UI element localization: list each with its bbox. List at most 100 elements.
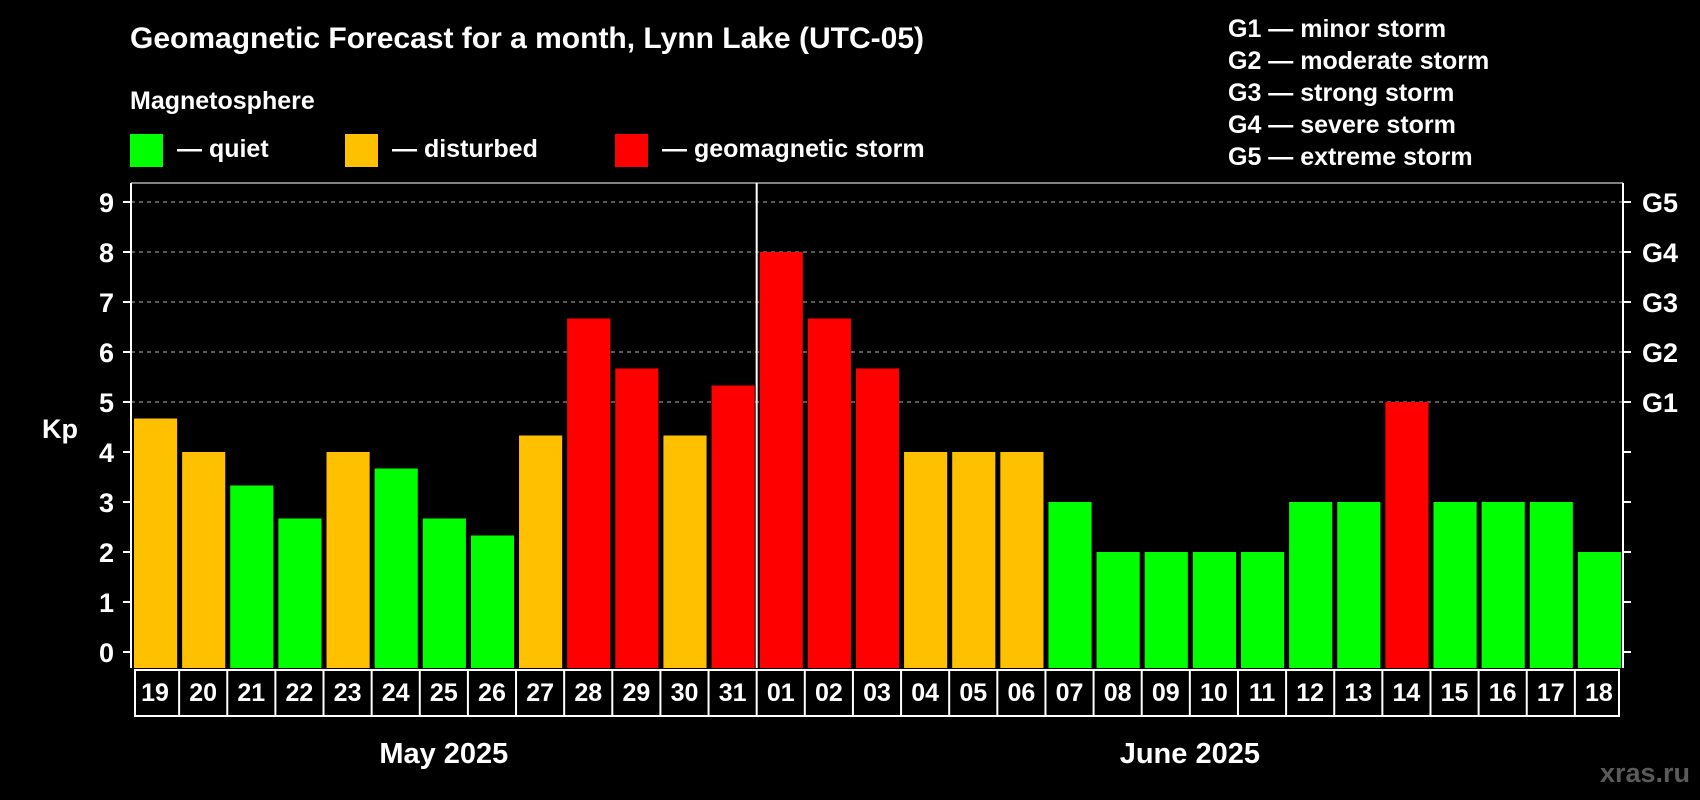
day-label-07: 07 (1056, 679, 1084, 707)
bar-28 (567, 318, 611, 668)
bar-16 (1481, 502, 1525, 668)
bar-21 (230, 485, 274, 668)
day-label-03: 03 (863, 679, 891, 707)
bar-10 (1192, 552, 1236, 668)
day-label-25: 25 (430, 679, 458, 707)
legend-swatch-2 (615, 134, 648, 167)
g-scale-labels: G1 G2 G3 G4 G5 (1642, 188, 1678, 418)
y-tick-label-4: 4 (99, 438, 114, 468)
day-label-06: 06 (1007, 679, 1035, 707)
bars (134, 252, 1621, 668)
day-label-23: 23 (334, 679, 362, 707)
y-tick-label-3: 3 (99, 488, 114, 518)
month-labels: May 2025 June 2025 (379, 738, 1260, 770)
legend-title: Magnetosphere (130, 87, 315, 115)
day-label-05: 05 (959, 679, 987, 707)
day-labels: 19 20 21 22 23 24 25 26 27 28 29 30 31 01 02 03 04 05 06 07… (134, 669, 1620, 717)
day-label-14: 14 (1393, 679, 1421, 707)
bar-08 (1096, 552, 1140, 668)
bar-20 (182, 452, 226, 668)
legend: — quiet — disturbed — geomagnetic storm (130, 134, 925, 167)
bar-30 (663, 435, 707, 668)
g-label-G2: G2 (1642, 338, 1678, 368)
storm-scale-item-0: G1 — minor storm (1228, 15, 1446, 43)
legend-label-0: — quiet (177, 135, 269, 163)
day-label-31: 31 (719, 679, 747, 707)
bar-13 (1337, 502, 1381, 668)
bar-11 (1240, 552, 1285, 668)
bar-05 (952, 452, 996, 668)
day-label-15: 15 (1441, 679, 1469, 707)
month-label-0: May 2025 (379, 738, 508, 770)
g-label-G1: G1 (1642, 388, 1678, 418)
day-label-27: 27 (526, 679, 554, 707)
bar-24 (374, 468, 418, 668)
g-label-G4: G4 (1642, 238, 1678, 268)
day-label-13: 13 (1344, 679, 1372, 707)
day-label-02: 02 (815, 679, 843, 707)
storm-scale-item-1: G2 — moderate storm (1228, 47, 1489, 75)
day-label-17: 17 (1537, 679, 1565, 707)
bar-09 (1144, 552, 1188, 668)
y-tick-label-7: 7 (99, 288, 114, 318)
bar-12 (1289, 502, 1333, 668)
y-tick-label-1: 1 (99, 588, 114, 618)
bar-14 (1385, 402, 1429, 668)
day-label-19: 19 (141, 679, 169, 707)
month-label-1: June 2025 (1120, 738, 1260, 770)
bar-26 (470, 535, 515, 668)
y-tick-label-9: 9 (99, 188, 114, 218)
bar-23 (326, 452, 370, 668)
day-label-20: 20 (189, 679, 217, 707)
chart-title: Geomagnetic Forecast for a month, Lynn L… (130, 22, 924, 55)
y-tick-label-2: 2 (99, 538, 114, 568)
storm-scale-item-4: G5 — extreme storm (1228, 143, 1473, 171)
bar-17 (1529, 502, 1573, 668)
g-label-G5: G5 (1642, 188, 1678, 218)
day-label-frame (134, 669, 1620, 717)
legend-label-1: — disturbed (392, 135, 538, 163)
day-label-21: 21 (237, 679, 265, 707)
day-label-30: 30 (671, 679, 699, 707)
day-label-22: 22 (286, 679, 314, 707)
bar-15 (1433, 502, 1477, 668)
bar-19 (134, 418, 178, 668)
bar-03 (855, 368, 900, 668)
bar-02 (807, 318, 851, 668)
storm-scale-item-2: G3 — strong storm (1228, 79, 1454, 107)
y-tick-label-0: 0 (99, 638, 114, 668)
legend-swatch-1 (345, 134, 378, 167)
day-label-12: 12 (1296, 679, 1324, 707)
storm-scale-item-3: G4 — severe storm (1228, 111, 1456, 139)
gridlines (131, 201, 1623, 403)
y-axis-title: Kp (42, 414, 78, 444)
day-label-04: 04 (911, 679, 939, 707)
bar-01 (759, 252, 803, 668)
storm-scale-legend: G1 — minor storm G2 — moderate storm G3 — … (1228, 15, 1489, 171)
bar-29 (615, 368, 659, 668)
bar-25 (422, 518, 466, 668)
bar-31 (711, 385, 755, 668)
bar-04 (904, 452, 948, 668)
bar-22 (278, 518, 322, 668)
legend-label-2: — geomagnetic storm (662, 135, 925, 163)
day-label-09: 09 (1152, 679, 1180, 707)
day-label-24: 24 (382, 679, 410, 707)
y-tick-label-6: 6 (99, 338, 114, 368)
day-label-28: 28 (574, 679, 602, 707)
y-tick-label-5: 5 (99, 388, 114, 418)
watermark: xras.ru (1600, 758, 1690, 788)
day-label-16: 16 (1489, 679, 1517, 707)
y-axis-labels: 0 1 2 3 4 5 6 7 8 9 (99, 188, 114, 668)
day-label-01: 01 (767, 679, 795, 707)
y-tick-label-8: 8 (99, 238, 114, 268)
day-label-08: 08 (1104, 679, 1132, 707)
bar-27 (519, 435, 563, 668)
bar-18 (1577, 552, 1621, 668)
g-label-G3: G3 (1642, 288, 1678, 318)
day-label-29: 29 (622, 679, 650, 707)
legend-swatch-0 (130, 134, 163, 167)
day-label-18: 18 (1585, 679, 1613, 707)
bar-06 (1000, 452, 1044, 668)
